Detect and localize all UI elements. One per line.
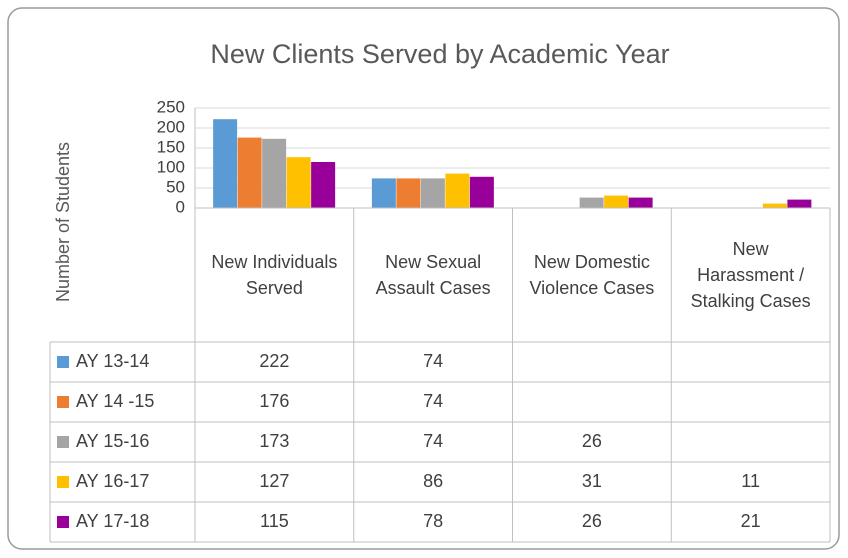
y-tick-label: 200 — [157, 117, 185, 136]
table-value: 115 — [260, 511, 289, 531]
bar — [469, 176, 494, 208]
table-value: 176 — [259, 391, 289, 411]
table-value: 31 — [582, 471, 602, 491]
table-value: 11 — [741, 471, 760, 491]
table-value: 21 — [741, 511, 761, 531]
table-value: 173 — [259, 431, 289, 451]
x-tick-label: New Domestic Violence Cases — [529, 252, 655, 298]
legend-label: AY 17-18 — [76, 511, 149, 531]
table-value: 74 — [423, 391, 443, 411]
y-tick-label: 100 — [157, 157, 185, 176]
table-value: 86 — [423, 471, 443, 491]
category-cell: New Domestic Violence Cases — [529, 252, 655, 298]
legend-label: AY 14 -15 — [76, 391, 154, 411]
y-tick-label: 0 — [176, 197, 185, 216]
legend-swatch — [57, 516, 69, 528]
category-cell: New Harassment / Stalking Cases — [690, 239, 811, 311]
table-value: 26 — [582, 431, 602, 451]
bar — [787, 199, 812, 208]
bar — [371, 178, 396, 208]
bar — [311, 162, 336, 208]
y-tick-label: 250 — [157, 97, 185, 116]
legend-swatch — [57, 436, 69, 448]
legend-label: AY 15-16 — [76, 431, 149, 451]
table-value: 222 — [259, 351, 289, 371]
bar — [420, 178, 445, 208]
table-value: 127 — [259, 471, 289, 491]
bar — [445, 173, 470, 208]
x-tick-label: New Harassment / Stalking Cases — [690, 239, 811, 311]
bar — [579, 197, 604, 208]
table-value: 74 — [423, 351, 443, 371]
legend-swatch — [57, 396, 69, 408]
chart-title: New Clients Served by Academic Year — [210, 39, 669, 69]
x-tick-label: New Sexual Assault Cases — [375, 252, 491, 298]
y-tick-label: 50 — [166, 177, 185, 196]
legend-label: AY 16-17 — [76, 471, 149, 491]
bar — [213, 119, 238, 208]
table-value: 26 — [582, 511, 602, 531]
legend-swatch — [57, 356, 69, 368]
y-axis-title: Number of Students — [53, 142, 73, 302]
bar — [762, 203, 787, 208]
bar — [396, 178, 421, 208]
bar — [286, 157, 311, 208]
bar — [262, 138, 287, 208]
legend-swatch — [57, 476, 69, 488]
bar — [604, 195, 629, 208]
bar — [237, 137, 262, 208]
table-value: 74 — [423, 431, 443, 451]
table-value: 78 — [423, 511, 443, 531]
y-tick-label: 150 — [157, 137, 185, 156]
category-cell: New Individuals Served — [211, 252, 338, 298]
x-tick-label: New Individuals Served — [211, 252, 338, 298]
legend-label: AY 13-14 — [76, 351, 149, 371]
category-cell: New Sexual Assault Cases — [375, 252, 491, 298]
bar — [628, 197, 653, 208]
